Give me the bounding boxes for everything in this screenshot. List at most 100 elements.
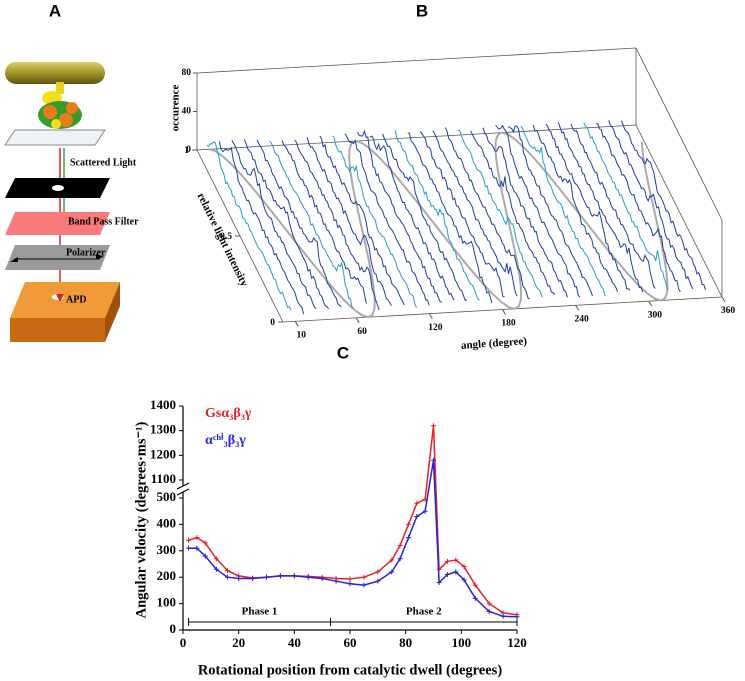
y-tick-label: 1300 — [150, 422, 176, 437]
guide-loop — [355, 131, 523, 310]
point — [405, 535, 411, 541]
z-tick-label: 80 — [182, 68, 192, 78]
x-tick-label: 10 — [296, 330, 306, 340]
label: Polarizer — [66, 247, 106, 258]
arrow — [96, 254, 104, 259]
arrow — [10, 257, 18, 262]
point — [436, 579, 442, 585]
point — [472, 582, 478, 588]
y-tick-label: 1 — [184, 146, 189, 156]
x-tick-label: 240 — [575, 315, 590, 325]
point — [397, 556, 403, 562]
legend-entry: Gsα₃β₃γ — [205, 406, 252, 421]
ridge — [357, 129, 443, 303]
ridge — [570, 123, 656, 289]
label: Pinhole — [66, 189, 99, 200]
box-edge — [196, 124, 637, 151]
phase-label: Phase 2 — [406, 606, 442, 618]
point — [213, 566, 219, 572]
point — [500, 613, 506, 619]
point — [397, 543, 403, 549]
protein-sub — [43, 105, 57, 119]
point — [213, 556, 219, 562]
y-tick-label: 100 — [157, 595, 177, 610]
point — [461, 564, 467, 570]
point — [414, 500, 420, 506]
x-tick-label: 0 — [180, 635, 187, 650]
y-tick-label: 0 — [270, 318, 275, 328]
ridge — [206, 141, 292, 311]
point — [422, 508, 428, 514]
y-tick-label: 0.5 — [220, 232, 232, 242]
point — [225, 574, 231, 580]
point — [444, 572, 450, 578]
series-line — [188, 460, 518, 618]
stalk — [56, 82, 64, 94]
ridge — [620, 120, 706, 290]
y-tick-label: 500 — [157, 489, 177, 504]
point — [453, 557, 459, 563]
point — [347, 581, 353, 587]
y-tick-label: 400 — [157, 515, 177, 530]
x-tick-label: 120 — [507, 635, 527, 650]
ridge — [306, 137, 392, 306]
panel-letter: C — [337, 343, 349, 362]
x-tick-label: 300 — [648, 310, 663, 320]
glass-slide — [4, 129, 106, 146]
x-axis-label: Rotational position from catalytic dwell… — [198, 662, 502, 678]
polarizer — [5, 245, 110, 270]
x-tick-label: 80 — [399, 635, 412, 650]
ridge — [319, 135, 405, 306]
point — [431, 423, 436, 429]
ridge — [394, 130, 480, 301]
point — [250, 576, 256, 582]
ridge — [243, 139, 330, 310]
point — [375, 578, 381, 584]
ridge — [444, 127, 530, 300]
x-tick-label: 120 — [428, 323, 443, 333]
ridge — [256, 139, 342, 308]
label: APD — [66, 294, 87, 305]
x-tick — [575, 305, 580, 311]
point — [405, 521, 411, 527]
point — [291, 573, 297, 579]
point — [514, 614, 520, 620]
arrow — [56, 294, 64, 302]
point — [194, 545, 200, 551]
ridge — [520, 125, 606, 297]
x-tick-label: 60 — [357, 327, 367, 337]
y-tick-label: 1200 — [150, 446, 176, 461]
ridge — [532, 124, 619, 293]
ridge — [281, 140, 367, 304]
point — [453, 569, 459, 575]
x-tick — [355, 317, 360, 324]
panel-b: 10 60 120 180 240 300 36000.5104080occurencere… — [170, 47, 735, 352]
point — [472, 595, 478, 601]
phase-label: Phase 1 — [242, 606, 278, 618]
x-tick — [721, 296, 726, 303]
point — [186, 545, 192, 551]
point — [444, 558, 450, 564]
z-axis-label: occurence — [170, 84, 182, 131]
ridge — [407, 132, 493, 304]
box-edge — [196, 47, 637, 74]
y-tick-label: 1400 — [150, 397, 176, 412]
point — [389, 557, 395, 563]
ridge — [495, 124, 581, 298]
panel-letter: A — [49, 1, 61, 20]
point — [414, 513, 420, 519]
ridge — [231, 140, 317, 310]
point — [202, 553, 208, 559]
point — [236, 576, 242, 582]
band-pass-filter — [5, 212, 110, 235]
box-edge — [635, 124, 723, 298]
protein-sub — [51, 119, 61, 129]
ridge — [294, 139, 380, 311]
ridge — [344, 133, 430, 306]
point — [225, 568, 231, 574]
x-tick-label: 20 — [232, 635, 245, 650]
apd-top — [10, 282, 120, 318]
x-tick-label: 60 — [344, 635, 357, 650]
